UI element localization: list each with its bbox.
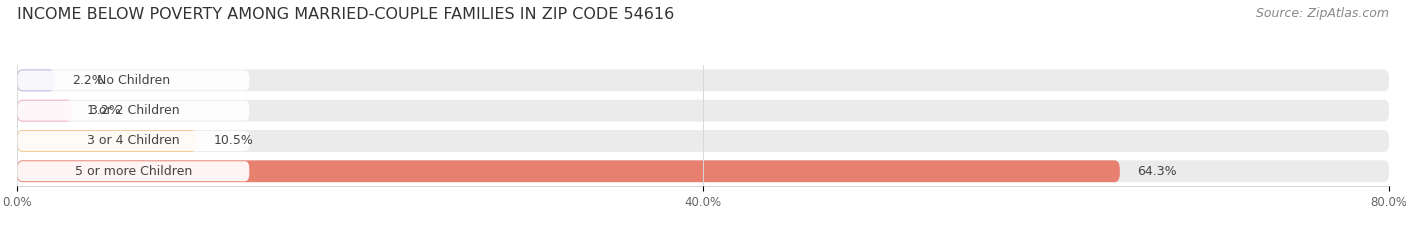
FancyBboxPatch shape <box>18 131 249 151</box>
FancyBboxPatch shape <box>17 160 1389 182</box>
Text: 2.2%: 2.2% <box>72 74 104 87</box>
FancyBboxPatch shape <box>18 161 249 181</box>
FancyBboxPatch shape <box>17 100 72 122</box>
Text: 3 or 4 Children: 3 or 4 Children <box>87 134 180 147</box>
Text: INCOME BELOW POVERTY AMONG MARRIED-COUPLE FAMILIES IN ZIP CODE 54616: INCOME BELOW POVERTY AMONG MARRIED-COUPL… <box>17 7 673 22</box>
FancyBboxPatch shape <box>17 69 1389 91</box>
FancyBboxPatch shape <box>17 160 1119 182</box>
FancyBboxPatch shape <box>17 130 197 152</box>
Text: Source: ZipAtlas.com: Source: ZipAtlas.com <box>1256 7 1389 20</box>
Text: No Children: No Children <box>97 74 170 87</box>
Text: 10.5%: 10.5% <box>214 134 254 147</box>
Text: 64.3%: 64.3% <box>1137 165 1177 178</box>
FancyBboxPatch shape <box>17 100 1389 122</box>
Text: 1 or 2 Children: 1 or 2 Children <box>87 104 180 117</box>
FancyBboxPatch shape <box>18 70 249 90</box>
FancyBboxPatch shape <box>17 69 55 91</box>
FancyBboxPatch shape <box>18 101 249 121</box>
Text: 5 or more Children: 5 or more Children <box>75 165 193 178</box>
FancyBboxPatch shape <box>17 130 1389 152</box>
Text: 3.2%: 3.2% <box>89 104 121 117</box>
